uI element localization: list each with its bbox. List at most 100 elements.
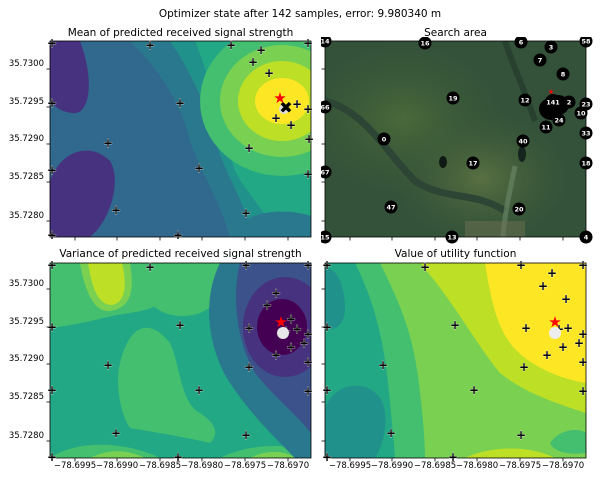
svg-text:+: + (47, 383, 57, 397)
sample-markers: +++++ ++++++ +++++ ++++ ++++++ (47, 259, 314, 464)
source-star-icon: ★ (274, 313, 287, 331)
svg-text:+: + (111, 426, 121, 440)
svg-text:12: 12 (520, 96, 529, 104)
svg-text:+: + (299, 336, 309, 350)
x-tick: −78.6985 (413, 461, 457, 471)
x-tick: −78.6980 (180, 461, 224, 471)
svg-text:+: + (322, 383, 332, 397)
svg-text:+: + (47, 228, 57, 242)
svg-text:47: 47 (386, 203, 395, 211)
svg-text:15: 15 (321, 233, 330, 241)
source-star-icon: ★ (548, 313, 561, 331)
search-panel-title: Search area (424, 27, 487, 39)
svg-text:+: + (286, 340, 296, 354)
svg-text:3: 3 (549, 43, 554, 51)
svg-text:+: + (578, 327, 588, 341)
svg-text:8: 8 (561, 70, 566, 78)
svg-text:+: + (244, 321, 254, 335)
svg-text:+: + (469, 383, 479, 397)
svg-text:+: + (578, 384, 588, 398)
svg-text:2: 2 (567, 98, 572, 106)
y-tick: 35.7290 (8, 134, 44, 144)
svg-text:+: + (264, 66, 274, 80)
x-tick: −78.6985 (138, 461, 182, 471)
svg-text:+: + (194, 161, 204, 175)
y-tick: 35.7290 (8, 354, 44, 364)
svg-text:0: 0 (382, 135, 387, 143)
svg-text:33: 33 (581, 129, 590, 137)
source-star-icon: ★ (548, 88, 554, 96)
source-star-icon: ★ (273, 89, 286, 107)
svg-text:+: + (248, 55, 258, 69)
svg-text:+: + (386, 426, 396, 440)
sample-markers: +++++ ++++++ +++++ ++++ ++++++ (322, 259, 589, 464)
svg-text:+: + (292, 322, 302, 336)
svg-text:+: + (292, 97, 302, 111)
sample-index-marker: 15 (321, 230, 332, 244)
svg-text:17: 17 (468, 159, 477, 167)
svg-text:+: + (271, 348, 281, 362)
svg-text:+: + (304, 132, 314, 146)
y-tick: 35.7300 (8, 279, 44, 289)
svg-text:24: 24 (554, 116, 564, 124)
sample-index-marker: 7 (533, 53, 547, 67)
svg-text:+: + (47, 320, 57, 334)
sample-index-marker: 2 (562, 95, 576, 109)
y-tick: 35.7295 (8, 317, 44, 327)
svg-text:+: + (47, 259, 57, 272)
svg-text:16: 16 (420, 39, 430, 47)
svg-text:+: + (47, 163, 57, 177)
x-tick: −78.6990 (370, 461, 414, 471)
svg-text:+: + (450, 318, 460, 332)
svg-text:+: + (145, 38, 155, 52)
x-tick: −78.6970 (266, 461, 310, 471)
svg-text:+: + (194, 383, 204, 397)
utility-contour-plot: +++++ ++++++ +++++ ++++ ++++++ ★ (321, 259, 591, 465)
sample-index-marker: 18 (579, 156, 593, 170)
sample-index-marker: 13 (445, 230, 459, 244)
sample-index-marker: 8 (556, 67, 570, 81)
sample-index-marker: 6 (514, 37, 528, 49)
figure-title: Optimizer state after 142 samples, error… (158, 8, 442, 20)
svg-text:+: + (47, 96, 57, 110)
mean-panel-title: Mean of predicted received signal streng… (67, 27, 294, 39)
svg-text:+: + (256, 43, 266, 57)
svg-text:+: + (111, 203, 121, 217)
svg-text:+: + (378, 358, 388, 372)
sample-markers: + + ++ +++ + + ++ ++++ + +++++ ++ (47, 37, 315, 242)
svg-text:141: 141 (546, 98, 560, 106)
svg-text:6: 6 (519, 38, 524, 46)
svg-text:+: + (322, 320, 332, 334)
x-tick: −78.6975 (498, 461, 542, 471)
svg-text:+: + (303, 327, 313, 341)
x-tick: −78.6970 (541, 461, 585, 471)
y-tick: 35.7285 (8, 172, 44, 182)
sample-index-marker: 19 (446, 91, 460, 105)
svg-text:+: + (244, 360, 254, 374)
x-tick: −78.6980 (455, 461, 499, 471)
svg-text:+: + (303, 259, 313, 272)
search-area-map: 14 16 6 58 3 7 8 66 19 12 141 2 23 10 24 11 33 0 40 67 17 18 4… (321, 37, 596, 247)
svg-text:+: + (262, 298, 272, 312)
sample-index-marker: 17 (466, 156, 480, 170)
svg-text:58: 58 (581, 37, 591, 45)
svg-text:40: 40 (518, 137, 528, 145)
svg-text:67: 67 (321, 168, 330, 176)
svg-text:+: + (173, 450, 183, 464)
svg-text:+: + (563, 321, 573, 335)
svg-text:+: + (547, 266, 557, 280)
svg-text:+: + (303, 102, 313, 116)
svg-text:+: + (420, 260, 430, 274)
svg-text:13: 13 (447, 233, 456, 241)
sample-index-marker: 66 (321, 100, 332, 114)
svg-text:+: + (516, 259, 526, 272)
svg-text:+: + (303, 355, 313, 369)
svg-text:+: + (241, 259, 251, 272)
svg-text:4: 4 (584, 233, 589, 241)
svg-text:+: + (286, 312, 296, 326)
svg-text:11: 11 (541, 123, 551, 131)
sample-index-marker: 141 (545, 94, 561, 110)
svg-text:+: + (521, 321, 531, 335)
sample-index-marker: 40 (516, 134, 530, 148)
sample-index-marker: 14 (321, 37, 332, 48)
